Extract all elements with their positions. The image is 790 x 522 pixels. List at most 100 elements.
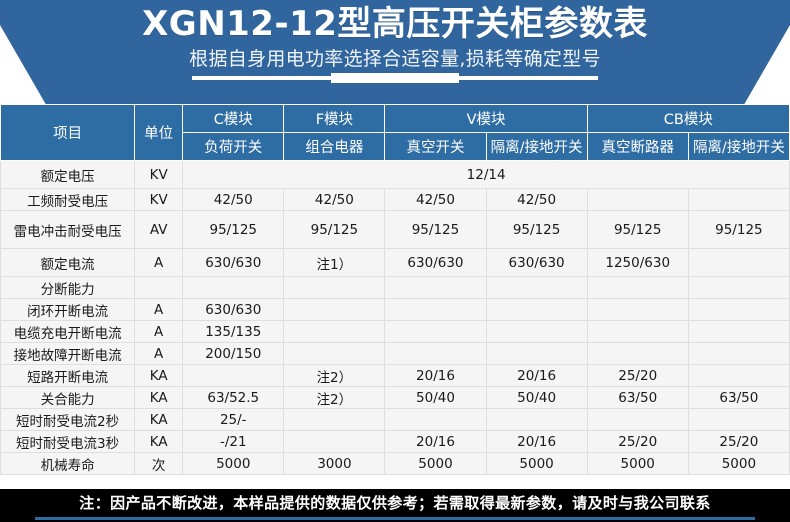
cell: 20/16 <box>384 364 487 387</box>
cell <box>384 320 487 343</box>
table-row: 机械寿命 次 5000 3000 5000 5000 5000 5000 <box>0 452 790 475</box>
row-unit: AV <box>134 210 184 249</box>
cell <box>687 188 790 211</box>
page-subtitle: 根据自身用电功率选择合适容量,损耗等确定型号 <box>189 48 601 70</box>
col-header-unit: 单位 <box>134 104 184 161</box>
cell <box>283 430 386 453</box>
cell <box>687 298 790 321</box>
table-row: 短路开断电流 KA 注2） 20/16 20/16 25/20 <box>0 364 790 387</box>
col-group-f: F模块 <box>283 104 386 133</box>
table-row: 电缆充电开断电流 A 135/135 <box>0 320 790 343</box>
row-unit: KV <box>134 188 184 211</box>
table-row: 分断能力 <box>0 276 790 299</box>
cell <box>687 320 790 343</box>
cell: 630/630 <box>182 248 285 277</box>
footer-accent-bar <box>0 517 790 522</box>
cell <box>687 342 790 365</box>
cell: 95/125 <box>586 210 689 249</box>
row-unit <box>134 276 184 299</box>
cell <box>283 276 386 299</box>
cell <box>485 320 588 343</box>
cell <box>384 342 487 365</box>
cell: 25/20 <box>586 364 689 387</box>
cell <box>586 276 689 299</box>
row-label: 工频耐受电压 <box>0 188 136 211</box>
row-label: 短路开断电流 <box>0 364 136 387</box>
row-label: 额定电压 <box>0 160 136 189</box>
header-row-subs: 负荷开关 组合电器 真空开关 隔离/接地开关 真空断路器 隔离/接地开关 <box>1 132 790 161</box>
cell: 20/16 <box>485 430 588 453</box>
row-unit: KA <box>134 408 184 431</box>
cell: 630/630 <box>182 298 285 321</box>
row-unit: A <box>134 248 184 277</box>
cell <box>687 408 790 431</box>
table-row: 额定电流 A 630/630 注1） 630/630 630/630 1250/… <box>0 248 790 277</box>
cell: 63/50 <box>687 386 790 409</box>
cell: 63/52.5 <box>182 386 285 409</box>
row-label: 机械寿命 <box>0 452 136 475</box>
cell: 95/125 <box>283 210 386 249</box>
cell: 42/50 <box>384 188 487 211</box>
cell: 63/50 <box>586 386 689 409</box>
cell <box>485 276 588 299</box>
table-row: 短时耐受电流2秒 KA 25/- <box>0 408 790 431</box>
spec-table: 项目 单位 C模块 F模块 V模块 CB模块 负荷开关 组合电器 真空开关 隔离… <box>0 104 790 475</box>
cell: 50/40 <box>384 386 487 409</box>
cell: 42/50 <box>485 188 588 211</box>
cell: -/21 <box>182 430 285 453</box>
cell <box>485 408 588 431</box>
table-head: 项目 单位 C模块 F模块 V模块 CB模块 负荷开关 组合电器 真空开关 隔离… <box>0 104 790 161</box>
page-title: XGN12-12型高压开关柜参数表 <box>142 4 648 44</box>
footer: 注：因产品不断改进，本样品提供的数据仅供参考；若需取得最新参数，请及时与我公司联… <box>0 489 790 522</box>
row-label: 额定电流 <box>0 248 136 277</box>
table-row: 雷电冲击耐受电压 AV 95/125 95/125 95/125 95/125 … <box>0 210 790 249</box>
col-sub-v-vacuum-switch: 真空开关 <box>384 132 487 161</box>
col-header-item: 项目 <box>0 104 136 161</box>
header-banner: XGN12-12型高压开关柜参数表 根据自身用电功率选择合适容量,损耗等确定型号 <box>0 0 790 104</box>
row-label: 闭环开断电流 <box>0 298 136 321</box>
col-sub-cb-vacuum-breaker: 真空断路器 <box>586 132 689 161</box>
cell: 5000 <box>485 452 588 475</box>
cell: 630/630 <box>384 248 487 277</box>
row-label: 分断能力 <box>0 276 136 299</box>
row-unit: 次 <box>134 452 184 475</box>
cell: 20/16 <box>384 430 487 453</box>
cell <box>586 408 689 431</box>
cell: 42/50 <box>283 188 386 211</box>
cell: 50/40 <box>485 386 588 409</box>
table-row: 闭环开断电流 A 630/630 <box>0 298 790 321</box>
row-label: 接地故障开断电流 <box>0 342 136 365</box>
cell <box>586 298 689 321</box>
cell: 注2） <box>283 364 386 387</box>
cell: 200/150 <box>182 342 285 365</box>
cell: 5000 <box>687 452 790 475</box>
cell <box>687 364 790 387</box>
cell: 95/125 <box>182 210 285 249</box>
cell: 135/135 <box>182 320 285 343</box>
row-label: 雷电冲击耐受电压 <box>0 210 136 249</box>
cell <box>384 298 487 321</box>
cell <box>182 364 285 387</box>
cell: 25/20 <box>687 430 790 453</box>
cell <box>586 188 689 211</box>
row-label: 短时耐受电流3秒 <box>0 430 136 453</box>
cell: 注1） <box>283 248 386 277</box>
table-row: 关合能力 KA 63/52.5 注2） 50/40 50/40 63/50 63… <box>0 386 790 409</box>
table-body: 额定电压 KV 12/14 工频耐受电压 KV 42/50 42/50 42/5… <box>0 160 790 475</box>
cell <box>283 342 386 365</box>
col-sub-v-isolation: 隔离/接地开关 <box>485 132 588 161</box>
cell <box>283 408 386 431</box>
row-unit: A <box>134 320 184 343</box>
row-unit: KV <box>134 160 184 189</box>
cell: 5000 <box>384 452 487 475</box>
col-sub-c-load-switch: 负荷开关 <box>182 132 285 161</box>
col-group-c: C模块 <box>182 104 285 133</box>
cell <box>586 342 689 365</box>
table-row: 额定电压 KV 12/14 <box>0 160 790 189</box>
col-sub-f-combined: 组合电器 <box>283 132 386 161</box>
cell: 25/- <box>182 408 285 431</box>
row-unit: KA <box>134 386 184 409</box>
cell: 5000 <box>182 452 285 475</box>
cell: 1250/630 <box>586 248 689 277</box>
